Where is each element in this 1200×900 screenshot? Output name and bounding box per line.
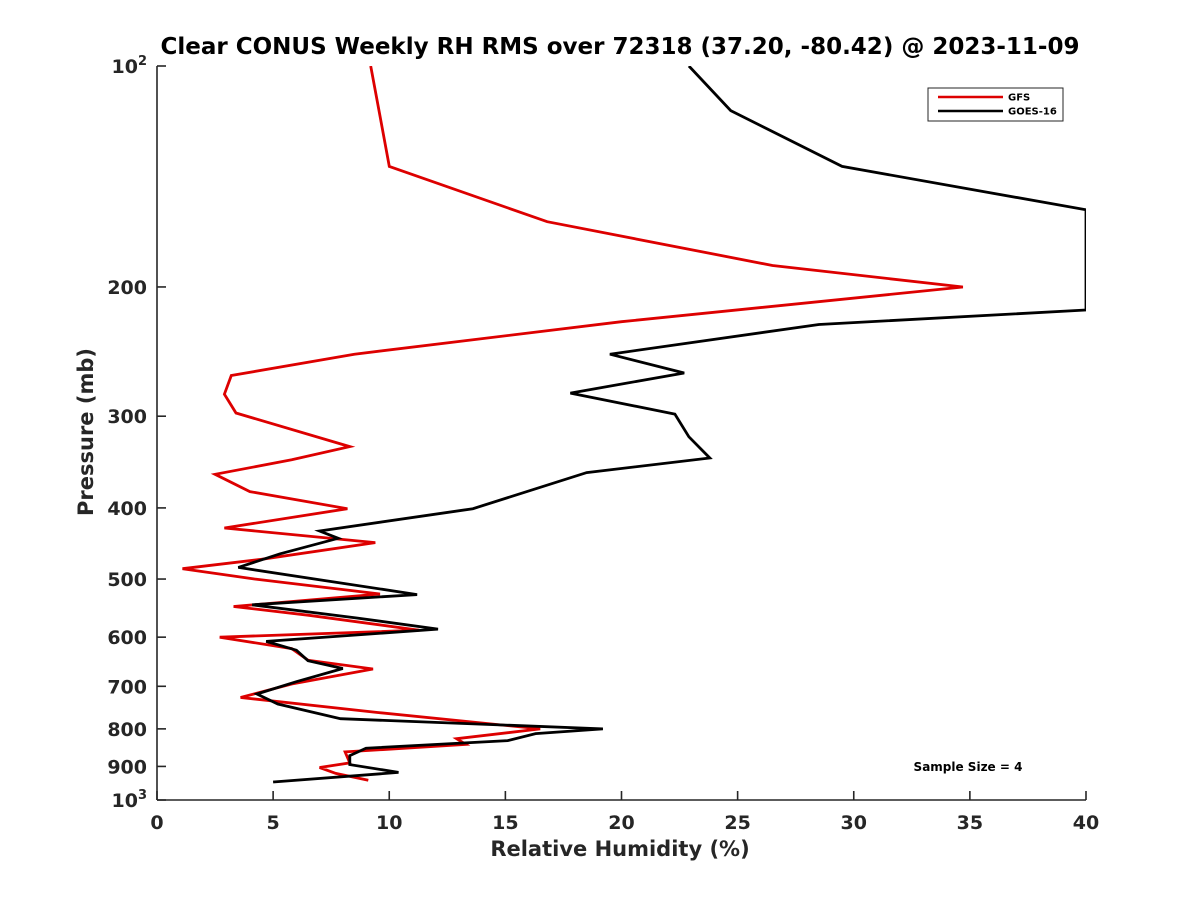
chart-title: Clear CONUS Weekly RH RMS over 72318 (37… [161, 34, 1080, 60]
y-tick-label: 102 [112, 54, 148, 78]
series-line-goes16 [237, 66, 1086, 784]
x-tick-label: 0 [150, 812, 163, 834]
series-layer [182, 66, 1086, 784]
y-tick-label: 103 [112, 788, 148, 812]
x-tick-label: 15 [492, 812, 518, 834]
sample-size-annotation: Sample Size = 4 [914, 760, 1023, 774]
x-axis-label: Relative Humidity (%) [490, 837, 749, 861]
y-tick-label: 900 [107, 756, 147, 778]
y-tick-label: 500 [107, 569, 147, 591]
legend-label-goes16: GOES-16 [1008, 107, 1057, 118]
legend-label-gfs: GFS [1008, 93, 1030, 104]
y-axis-label: Pressure (mb) [74, 348, 98, 516]
y-tick-label: 700 [107, 676, 147, 698]
x-tick-label: 40 [1073, 812, 1099, 834]
x-tick-label: 20 [608, 812, 634, 834]
legend: GFS GOES-16 [927, 87, 1064, 122]
x-tick-label: 30 [841, 812, 867, 834]
x-tick-label: 5 [267, 812, 280, 834]
y-tick-label: 400 [107, 498, 147, 520]
x-tick-label: 10 [376, 812, 402, 834]
legend-box [927, 87, 1064, 122]
axes-layer: 0 5 10 15 20 25 30 35 40 102 200 300 400 500 600 700 800… [107, 54, 1099, 834]
y-tick-label: 600 [107, 627, 147, 649]
series-line-gfs [182, 66, 964, 782]
y-tick-label: 300 [107, 406, 147, 428]
y-tick-label: 800 [107, 719, 147, 741]
y-tick-label: 200 [107, 277, 147, 299]
x-tick-label: 25 [724, 812, 750, 834]
x-tick-label: 35 [957, 812, 983, 834]
